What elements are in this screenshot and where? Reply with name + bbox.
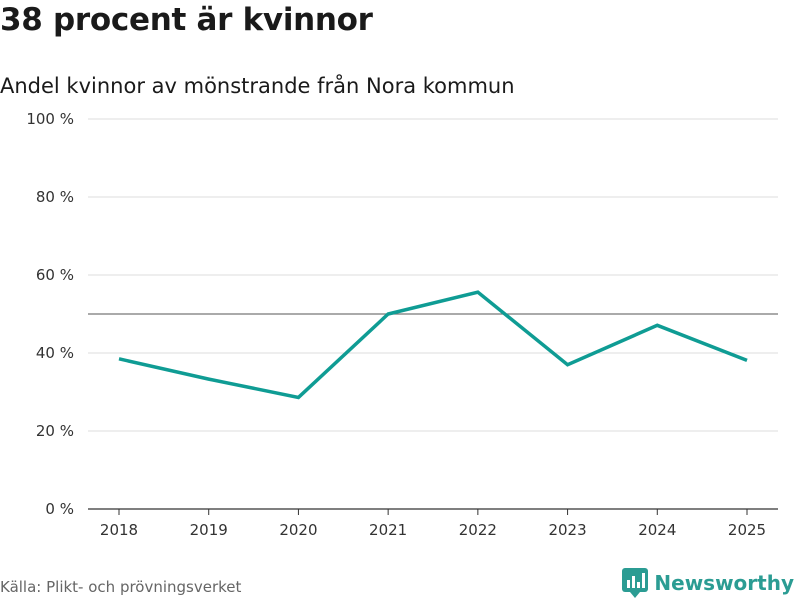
chart-title: 38 procent är kvinnor: [0, 2, 373, 38]
x-tick-label: 2018: [100, 521, 138, 539]
y-tick-label: 0 %: [45, 500, 74, 518]
series-line: [118, 290, 748, 400]
line-chart: 0 % 20 % 40 % 60 % 80 % 100 % 2018 2019 2020 2021…: [26, 110, 778, 539]
x-tick-label: 2020: [279, 521, 317, 539]
x-tick-label: 2023: [548, 521, 586, 539]
y-tick-label: 100 %: [26, 110, 74, 128]
x-tick-label: 2019: [190, 521, 228, 539]
y-tick-label: 80 %: [36, 188, 74, 206]
x-tick-label: 2022: [459, 521, 497, 539]
x-tick-label: 2025: [728, 521, 766, 539]
x-tick-label: 2024: [638, 521, 676, 539]
y-tick-label: 60 %: [36, 266, 74, 284]
source-note: Källa: Plikt- och prövningsverket: [0, 578, 242, 596]
x-tick-label: 2021: [369, 521, 407, 539]
newsworthy-logo-icon: [622, 568, 649, 598]
brand-name: Newsworthy: [654, 571, 794, 595]
y-tick-label: 40 %: [36, 344, 74, 362]
brand-logo[interactable]: Newsworthy: [622, 568, 794, 598]
chart-subtitle: Andel kvinnor av mönstrande från Nora ko…: [0, 74, 515, 98]
y-tick-label: 20 %: [36, 422, 74, 440]
